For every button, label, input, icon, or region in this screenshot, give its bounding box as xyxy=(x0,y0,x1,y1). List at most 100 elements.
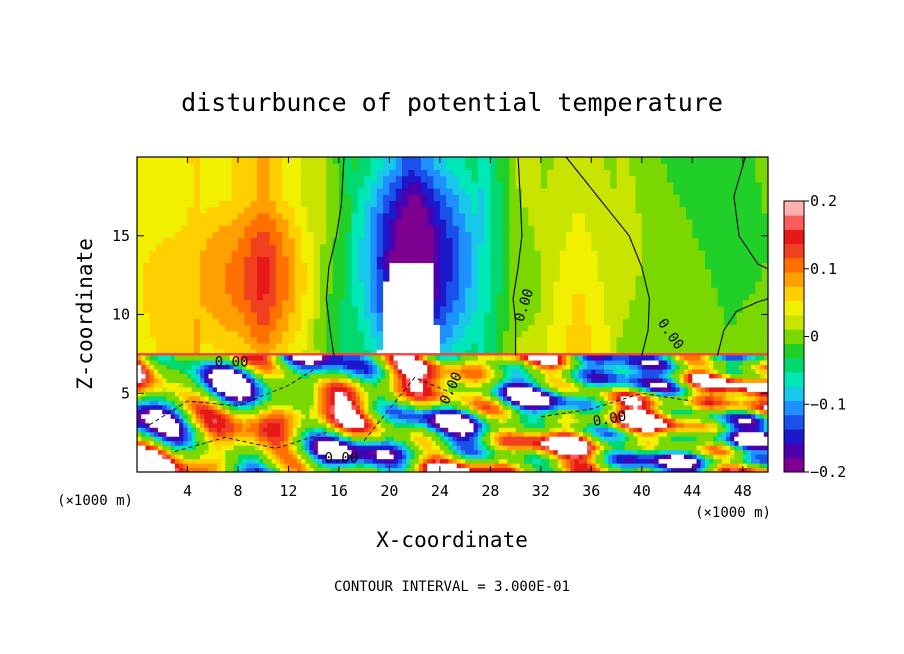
field-cell xyxy=(648,262,656,270)
field-cell xyxy=(585,200,592,208)
field-cell xyxy=(351,463,357,469)
field-cell xyxy=(307,237,315,245)
field-cell xyxy=(704,281,712,288)
field-cell xyxy=(414,368,420,374)
field-cell xyxy=(195,463,201,469)
field-cell xyxy=(256,287,264,295)
field-cell xyxy=(153,458,159,464)
field-cell xyxy=(357,256,365,264)
field-cell xyxy=(200,250,208,257)
field-cell xyxy=(313,454,319,460)
field-cell xyxy=(711,188,719,195)
field-cell xyxy=(736,318,744,326)
field-cell xyxy=(187,305,195,313)
field-cell xyxy=(225,225,233,233)
field-cell xyxy=(410,382,416,388)
field-cell xyxy=(170,400,176,406)
field-cell xyxy=(256,324,264,332)
field-cell xyxy=(364,395,369,401)
field-cell xyxy=(477,268,485,276)
field-cell xyxy=(692,262,700,270)
field-cell xyxy=(616,225,624,233)
field-cell xyxy=(566,231,573,239)
field-cell xyxy=(149,349,157,357)
field-cell xyxy=(263,449,269,455)
field-cell xyxy=(389,445,395,451)
field-cell xyxy=(559,336,567,344)
field-cell xyxy=(250,206,258,214)
field-cell xyxy=(585,188,592,195)
field-cell xyxy=(313,391,319,397)
field-cell xyxy=(452,206,460,214)
field-cell xyxy=(219,219,226,226)
field-cell xyxy=(711,324,719,332)
field-cell xyxy=(742,231,750,239)
field-cell xyxy=(654,181,662,189)
field-cell xyxy=(145,454,151,460)
field-cell xyxy=(166,445,172,451)
field-cell xyxy=(162,318,170,326)
field-cell xyxy=(376,463,382,469)
field-cell xyxy=(280,440,285,446)
field-cell xyxy=(496,188,504,195)
field-cell xyxy=(408,175,416,183)
field-cell xyxy=(254,463,260,469)
field-cell xyxy=(761,169,768,177)
field-cell xyxy=(660,274,668,282)
field-cell xyxy=(616,287,624,295)
field-cell xyxy=(200,299,208,307)
field-cell xyxy=(376,368,382,374)
field-cell xyxy=(490,256,498,264)
field-cell xyxy=(191,400,197,406)
field-cell xyxy=(359,395,365,401)
field-cell xyxy=(359,454,365,460)
field-cell xyxy=(730,188,738,195)
field-cell xyxy=(292,395,298,401)
field-cell xyxy=(145,445,151,451)
field-cell xyxy=(183,373,189,379)
field-cell xyxy=(351,219,359,226)
field-cell xyxy=(635,349,643,357)
field-cell xyxy=(540,293,548,301)
field-cell xyxy=(383,206,390,214)
field-cell xyxy=(446,188,454,195)
field-cell xyxy=(610,330,618,338)
field-cell xyxy=(383,281,390,288)
field-cell xyxy=(244,324,252,332)
field-cell xyxy=(221,404,226,410)
field-cell xyxy=(258,458,264,464)
field-cell xyxy=(380,364,386,370)
field-cell xyxy=(540,231,548,239)
field-cell xyxy=(452,194,460,202)
field-cell xyxy=(191,445,197,451)
field-cell xyxy=(233,404,239,410)
field-cell xyxy=(742,274,750,282)
field-cell xyxy=(225,391,231,397)
field-cell xyxy=(158,422,163,428)
field-cell xyxy=(509,336,517,344)
field-cell xyxy=(280,449,285,455)
field-cell xyxy=(216,400,222,406)
field-cell xyxy=(263,377,269,383)
field-cell xyxy=(206,336,214,344)
field-cell xyxy=(309,404,315,410)
field-cell xyxy=(263,368,269,374)
field-cell xyxy=(258,377,264,383)
field-cell xyxy=(667,262,674,270)
field-cell xyxy=(254,431,260,437)
field-cell xyxy=(301,454,306,460)
field-cell xyxy=(345,305,353,313)
field-cell xyxy=(629,188,637,195)
field-cell xyxy=(364,368,369,374)
field-cell xyxy=(263,418,269,424)
field-cell xyxy=(660,169,668,177)
field-cell xyxy=(155,157,163,164)
field-cell xyxy=(254,359,260,366)
field-cell xyxy=(465,281,473,288)
field-cell xyxy=(515,336,523,344)
field-cell xyxy=(376,386,382,392)
field-cell xyxy=(761,212,768,220)
field-cell xyxy=(572,287,580,295)
field-cell xyxy=(263,404,269,410)
field-cell xyxy=(280,413,285,419)
